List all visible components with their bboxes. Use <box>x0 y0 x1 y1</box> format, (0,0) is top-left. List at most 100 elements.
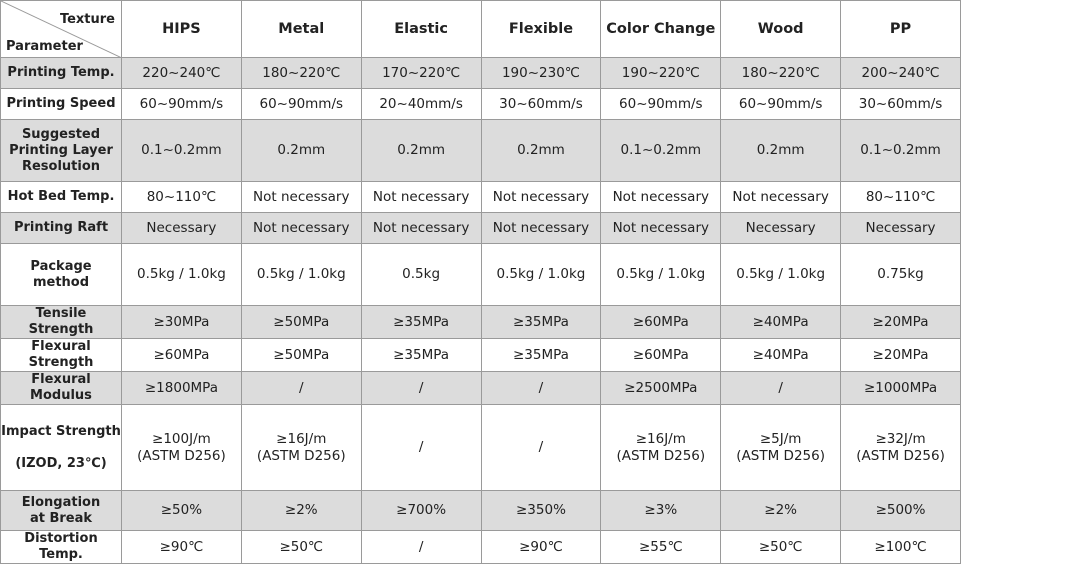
cell: Not necessary <box>600 181 722 213</box>
cell: / <box>360 530 482 564</box>
cell: 80~110℃ <box>121 181 242 213</box>
cell: ≥16J/m (ASTM D256) <box>600 404 722 491</box>
column-header: Flexible <box>480 0 602 58</box>
cell: / <box>720 371 842 405</box>
cell: 0.2mm <box>240 119 362 182</box>
corner-top: Texture <box>59 12 115 27</box>
table-row: Suggested Printing Layer Resolution 0.1~0… <box>0 119 961 182</box>
table-row: Distortion Temp. ≥90℃ ≥50℃ / ≥90℃ ≥55℃ ≥50℃ ≥10… <box>0 530 961 564</box>
cell: / <box>480 371 602 405</box>
table-row: Printing Speed 60~90mm/s 60~90mm/s 20~40mm/… <box>0 88 961 120</box>
cell: 0.5kg / 1.0kg <box>600 243 722 306</box>
column-header: Elastic <box>360 0 482 58</box>
row-label: Tensile Strength <box>0 305 122 339</box>
cell: ≥1800MPa <box>121 371 242 405</box>
cell: ≥5J/m (ASTM D256) <box>720 404 842 491</box>
cell: 170~220℃ <box>360 57 482 89</box>
table-row: Printing Raft Necessary Not necessary Not n… <box>0 212 961 244</box>
cell: ≥60MPa <box>121 338 242 372</box>
table-body: Texture Parameter HIPS Metal Elastic Flexible… <box>0 0 961 564</box>
cell: ≥700% <box>360 490 482 531</box>
row-label: Impact Strength (IZOD, 23℃) <box>0 404 122 491</box>
cell: 30~60mm/s <box>480 88 602 120</box>
cell: ≥32J/m (ASTM D256) <box>840 404 961 491</box>
column-header: Wood <box>720 0 842 58</box>
cell: 20~40mm/s <box>360 88 482 120</box>
cell: ≥35MPa <box>480 305 602 339</box>
cell: ≥2500MPa <box>600 371 722 405</box>
cell: / <box>480 404 602 491</box>
cell: ≥35MPa <box>360 338 482 372</box>
cell: Necessary <box>121 212 242 244</box>
row-label: Suggested Printing Layer Resolution <box>0 119 122 182</box>
table-row: Flexural Modulus ≥1800MPa / / / ≥2500MPa / ≥100… <box>0 371 961 405</box>
row-label: Printing Temp. <box>0 57 122 89</box>
cell: 60~90mm/s <box>720 88 842 120</box>
cell: 0.2mm <box>720 119 842 182</box>
cell: Not necessary <box>600 212 722 244</box>
cell: 0.1~0.2mm <box>121 119 242 182</box>
cell: ≥3% <box>600 490 722 531</box>
cell: ≥500% <box>840 490 961 531</box>
cell: ≥16J/m (ASTM D256) <box>240 404 362 491</box>
cell: ≥40MPa <box>720 305 842 339</box>
row-label: Printing Speed <box>0 88 122 120</box>
cell: ≥90℃ <box>480 530 602 564</box>
spec-table: Texture Parameter HIPS Metal Elastic Flexible… <box>0 0 961 564</box>
cell: ≥50% <box>121 490 242 531</box>
cell: 0.5kg / 1.0kg <box>121 243 242 306</box>
row-label: Flexural Modulus <box>0 371 122 405</box>
column-header: HIPS <box>121 0 242 58</box>
cell: ≥20MPa <box>840 305 961 339</box>
cell: ≥2% <box>240 490 362 531</box>
column-header: Metal <box>240 0 362 58</box>
cell: 180~220℃ <box>240 57 362 89</box>
cell: Not necessary <box>480 181 602 213</box>
table-row: Elongation at Break ≥50% ≥2% ≥700% ≥350% ≥3% ≥… <box>0 490 961 531</box>
cell: ≥50MPa <box>240 338 362 372</box>
cell: ≥350% <box>480 490 602 531</box>
corner-cell: Texture Parameter <box>0 0 122 58</box>
cell: 0.1~0.2mm <box>840 119 961 182</box>
cell: 180~220℃ <box>720 57 842 89</box>
column-header: Color Change <box>600 0 722 58</box>
cell: ≥55℃ <box>600 530 722 564</box>
cell: 0.2mm <box>480 119 602 182</box>
table-row: Flexural Strength ≥60MPa ≥50MPa ≥35MPa ≥35MP… <box>0 338 961 372</box>
table-row: Impact Strength (IZOD, 23℃) ≥100J/m (ASTM… <box>0 404 961 491</box>
cell: ≥60MPa <box>600 305 722 339</box>
cell: 60~90mm/s <box>240 88 362 120</box>
table-row: Package method 0.5kg / 1.0kg 0.5kg / 1.0kg… <box>0 243 961 306</box>
cell: ≥35MPa <box>360 305 482 339</box>
cell: ≥90℃ <box>121 530 242 564</box>
cell: ≥1000MPa <box>840 371 961 405</box>
cell: 60~90mm/s <box>121 88 242 120</box>
row-label: Package method <box>0 243 122 306</box>
cell: ≥50℃ <box>240 530 362 564</box>
cell: 0.1~0.2mm <box>600 119 722 182</box>
cell: 190~230℃ <box>480 57 602 89</box>
cell: ≥100℃ <box>840 530 961 564</box>
table-row: Hot Bed Temp. 80~110℃ Not necessary Not nec… <box>0 181 961 213</box>
cell: Not necessary <box>360 181 482 213</box>
cell: 0.5kg <box>360 243 482 306</box>
cell: Not necessary <box>240 212 362 244</box>
table-row: Tensile Strength ≥30MPa ≥50MPa ≥35MPa ≥35MPa… <box>0 305 961 339</box>
cell: 200~240℃ <box>840 57 961 89</box>
cell: / <box>240 371 362 405</box>
cell: 60~90mm/s <box>600 88 722 120</box>
cell: ≥50℃ <box>720 530 842 564</box>
cell: Not necessary <box>720 181 842 213</box>
cell: 0.5kg / 1.0kg <box>720 243 842 306</box>
cell: Not necessary <box>480 212 602 244</box>
cell: / <box>360 404 482 491</box>
row-label: Flexural Strength <box>0 338 122 372</box>
cell: 190~220℃ <box>600 57 722 89</box>
corner-bottom: Parameter <box>6 39 83 54</box>
cell: ≥2% <box>720 490 842 531</box>
cell: ≥60MPa <box>600 338 722 372</box>
row-label: Printing Raft <box>0 212 122 244</box>
cell: Necessary <box>840 212 961 244</box>
cell: 0.5kg / 1.0kg <box>480 243 602 306</box>
